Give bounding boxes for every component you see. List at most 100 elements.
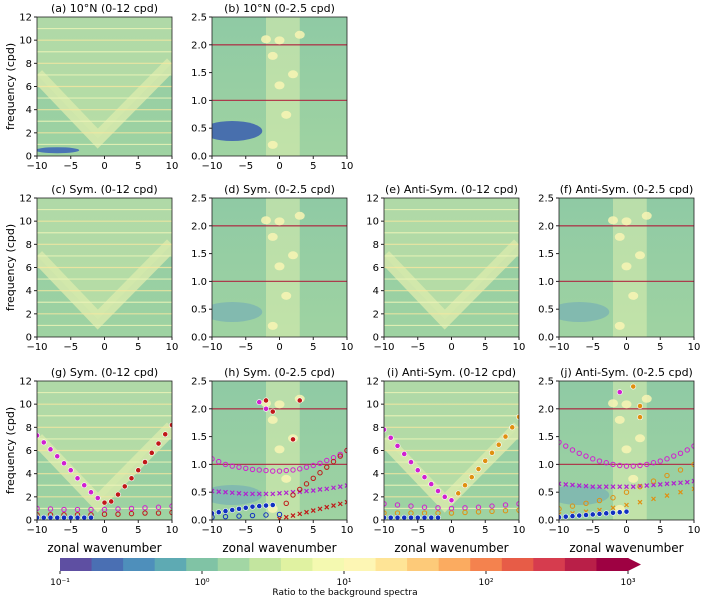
marker-open-magenta <box>243 465 249 471</box>
marker-cross-magenta <box>344 483 347 488</box>
marker-cross-magenta <box>256 491 262 497</box>
marker-eastward-high <box>162 431 169 438</box>
marker-cross-magenta <box>304 488 309 494</box>
marker-open-red <box>128 510 135 517</box>
marker-westward-high <box>384 426 387 433</box>
x-tick-label: 5 <box>135 525 141 536</box>
marker-open-magenta <box>74 506 81 513</box>
marker-westward-high <box>401 451 408 457</box>
marker-cross-orange <box>637 499 643 505</box>
dispersion-band <box>37 239 172 330</box>
marker-cross-red <box>337 501 343 507</box>
x-tick-label: 5 <box>657 342 663 353</box>
marker-eastward-high <box>142 459 148 465</box>
marker-westward-high <box>40 439 47 446</box>
y-tick-label: 0.5 <box>191 124 207 135</box>
marker-open-orange <box>596 497 603 504</box>
x-tick-label: −10 <box>373 342 394 353</box>
y-tick-label: 0 <box>373 516 379 527</box>
marker-westward-high <box>387 434 394 441</box>
y-tick-label: 0.5 <box>538 488 554 499</box>
y-tick-label: 0 <box>373 333 379 344</box>
marker-cross-orange <box>691 486 694 492</box>
x-tick-label: −10 <box>201 161 222 172</box>
marker-open-red <box>317 470 323 476</box>
colorbar-tick-label: 10⁻¹ <box>50 578 70 588</box>
x-tick-label: −5 <box>238 161 253 172</box>
marker-blue <box>435 514 441 520</box>
marker-open-magenta <box>563 443 569 449</box>
y-tick-label: 0.0 <box>538 333 554 344</box>
y-tick-label: 6 <box>26 82 32 93</box>
marker-eastward-high <box>135 467 142 474</box>
y-axis-label: frequency (cpd) <box>4 407 17 494</box>
marker-westward-high <box>394 442 401 449</box>
y-tick-label: 1.0 <box>191 277 207 288</box>
marker-cross-magenta <box>630 484 636 490</box>
marker-open-magenta <box>229 463 235 469</box>
marker-cross-magenta <box>617 484 623 490</box>
y-tick-label: 2 <box>373 492 379 503</box>
marker-eastward-high <box>502 433 509 440</box>
marker-blue <box>54 514 61 520</box>
marker-isolated-peaks-m <box>256 399 263 406</box>
marker-blue <box>47 514 54 520</box>
x-tick-label: 0 <box>101 342 107 353</box>
marker-blue <box>229 507 236 513</box>
marker-blue <box>387 514 394 520</box>
marker-westward-high <box>88 489 94 496</box>
marker-open-magenta <box>115 506 121 512</box>
spectral-peak <box>641 394 652 403</box>
marker-blue <box>414 514 421 520</box>
marker-open-orange <box>462 509 468 516</box>
marker-open-magenta <box>559 439 562 445</box>
marker-open-magenta <box>236 464 242 470</box>
y-tick-label: 0.0 <box>191 516 207 527</box>
panel-b: (b) 10°N (0-2.5 cpd) −10 −5 0 5 10 0.0 0.5 1.0 1.… <box>191 2 353 172</box>
marker-open-magenta <box>421 504 428 510</box>
marker-open-red <box>37 512 40 518</box>
marker-cross-magenta <box>678 480 683 486</box>
spectral-peak <box>267 140 278 149</box>
colorbar-segment <box>312 558 345 571</box>
colorbar-segment <box>533 558 566 571</box>
marker-cross-magenta <box>263 491 269 497</box>
marker-westward-high <box>441 493 448 500</box>
y-tick-label: 6 <box>373 446 379 457</box>
marker-open-magenta <box>394 502 401 508</box>
low-ratio-region <box>212 301 263 322</box>
marker-blue <box>269 502 276 508</box>
marker-blue <box>40 514 47 520</box>
enhanced-region <box>37 17 172 139</box>
y-tick-label: 0.0 <box>191 333 207 344</box>
marker-open-magenta <box>569 447 576 453</box>
marker-eastward-high <box>101 499 108 506</box>
y-tick-label: 4 <box>373 286 379 297</box>
panel-g: (g) Sym. (0-12 cpd) −10 −5 0 5 10 0 2 4 6 8 10 12 fre… <box>4 366 178 555</box>
y-axis-label: frequency (cpd) <box>4 43 17 130</box>
marker-westward-high <box>81 482 88 489</box>
colorbar-segment <box>375 558 408 571</box>
spectral-peak <box>635 251 645 260</box>
spectral-peak <box>294 211 305 220</box>
y-tick-label: 0 <box>26 516 32 527</box>
marker-cross-red <box>344 499 347 505</box>
marker-open-magenta <box>603 460 609 466</box>
marker-cross-magenta <box>597 484 602 490</box>
x-tick-label: −10 <box>201 525 222 536</box>
spectral-peak <box>614 321 625 330</box>
x-tick-label: 0 <box>276 342 282 353</box>
panel-title: (i) Anti-Sym. (0-12 cpd) <box>387 366 516 379</box>
y-tick-label: 1.0 <box>538 277 554 288</box>
marker-open-magenta <box>263 467 269 474</box>
marker-westward-high <box>67 467 74 474</box>
marker-cross-red <box>290 513 296 518</box>
marker-open-orange <box>650 478 657 484</box>
marker-open-orange <box>502 508 509 514</box>
y-tick-label: 0.0 <box>191 152 207 163</box>
spectral-peak <box>614 415 625 424</box>
marker-westward-high <box>421 474 428 481</box>
x-tick-label: −10 <box>26 525 47 536</box>
spectral-peak <box>635 434 645 443</box>
heatmap <box>384 381 519 520</box>
